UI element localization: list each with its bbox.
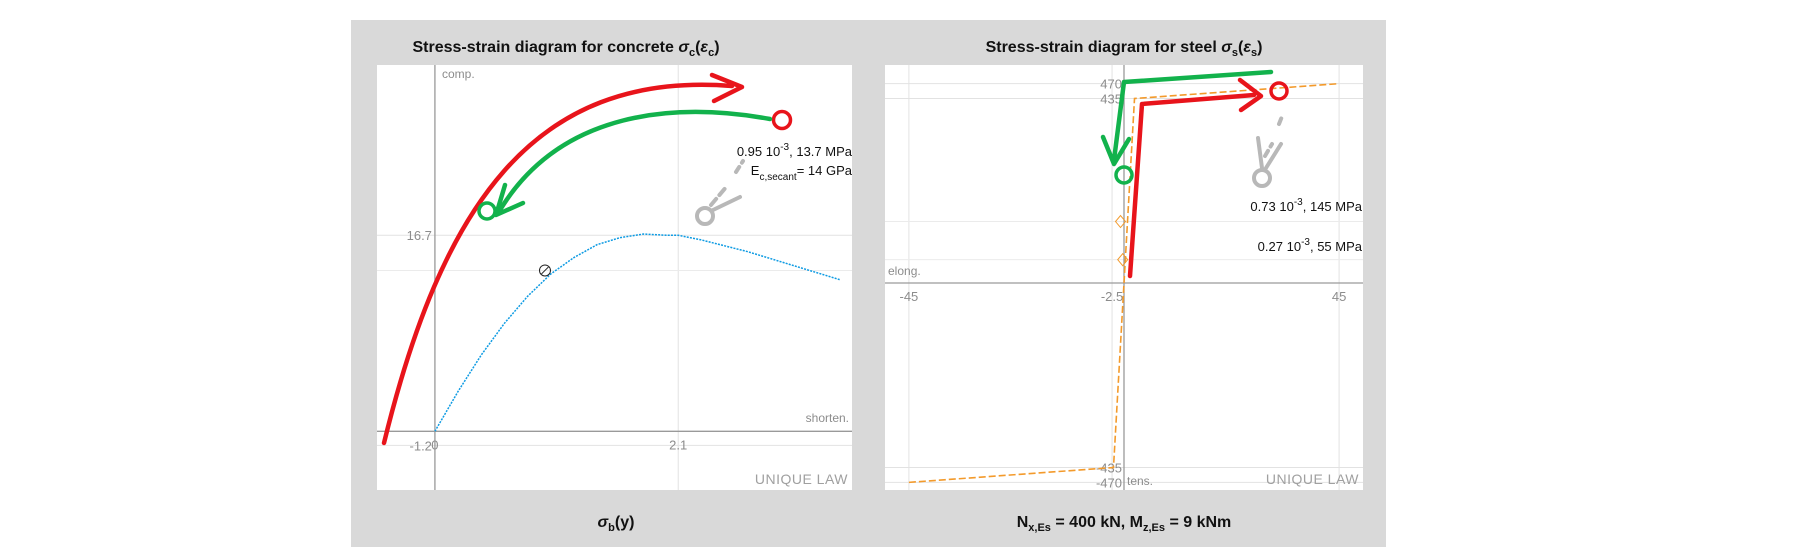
- red-circle-arrow-icon: [1269, 81, 1289, 101]
- steel-curve-0: [908, 82, 1340, 484]
- steel-green-arrow: [1100, 69, 1274, 185]
- green-circle-arrow-icon: [477, 201, 497, 221]
- concrete-curve-0: [434, 233, 841, 432]
- concrete-chart-title: Stress-strain diagram for concrete σc(εc…: [412, 39, 719, 59]
- concrete-xtick-0: 0: [431, 437, 438, 452]
- concrete-point-marker: [538, 264, 551, 277]
- steel-annotation-1: 0.73 10-3, 145 MPa: [1250, 197, 1362, 214]
- concrete-series: [434, 233, 841, 432]
- concrete-plot-area: [377, 65, 852, 490]
- concrete-green-arrow: [477, 109, 773, 221]
- concrete-secant-annotation: Ec,secant= 14 GPa: [751, 163, 853, 183]
- steel-points: [1114, 214, 1129, 267]
- bottom-right-label: Nx,Es = 400 kN, Mz,Es = 9 kNm: [1017, 514, 1232, 534]
- concrete-xtick-1: 2.1: [669, 437, 687, 452]
- bottom-left-label: σb(y): [598, 514, 635, 534]
- steel-point-marker-1: [1117, 252, 1129, 267]
- steel-point-marker-0: [1114, 214, 1127, 229]
- steel-xtick-0: -45: [900, 289, 919, 304]
- steel-ytick-0: 470: [1100, 77, 1122, 92]
- concrete-tick-labels: 0 2.1 -1.2 16.7: [407, 228, 688, 453]
- steel-xtick-2: 45: [1332, 289, 1346, 304]
- figure-canvas: Stress-strain diagram for concrete σc(εc…: [377, 39, 1363, 534]
- concrete-comp-label: comp.: [442, 67, 475, 81]
- concrete-law-label: UNIQUE LAW: [755, 471, 848, 487]
- concrete-point-annotation: 0.95 10-3, 13.7 MPa: [737, 142, 853, 159]
- concrete-axes: [377, 65, 852, 490]
- steel-ytick-1: 435: [1100, 92, 1122, 107]
- steel-red-arrow: [1127, 77, 1289, 279]
- concrete-ytick-1: 16.7: [407, 228, 432, 243]
- concrete-ytick-0: -1.2: [410, 438, 432, 453]
- grey-pointer-icon: [695, 159, 745, 226]
- steel-law-label: UNIQUE LAW: [1266, 471, 1359, 487]
- figure-panel: Stress-strain diagram for concrete σc(εc…: [351, 20, 1386, 547]
- steel-series: [908, 82, 1340, 484]
- red-circle-arrow-icon: [771, 109, 793, 131]
- steel-annotation-2: 0.27 10-3, 55 MPa: [1258, 237, 1363, 254]
- concrete-point-slash: [541, 266, 549, 275]
- grey-pointer-icon: [1252, 112, 1285, 188]
- concrete-red-arrow: [381, 72, 793, 446]
- steel-tens-label: tens.: [1127, 474, 1153, 488]
- steel-chart-title: Stress-strain diagram for steel σs(εs): [986, 39, 1263, 59]
- steel-xtick-1: -2.5: [1101, 289, 1123, 304]
- concrete-shorten-label: shorten.: [806, 411, 849, 425]
- green-circle-arrow-icon: [1114, 165, 1134, 185]
- concrete-points: [538, 264, 551, 277]
- steel-ytick-3: -470: [1096, 475, 1122, 490]
- steel-elong-label: elong.: [888, 264, 921, 278]
